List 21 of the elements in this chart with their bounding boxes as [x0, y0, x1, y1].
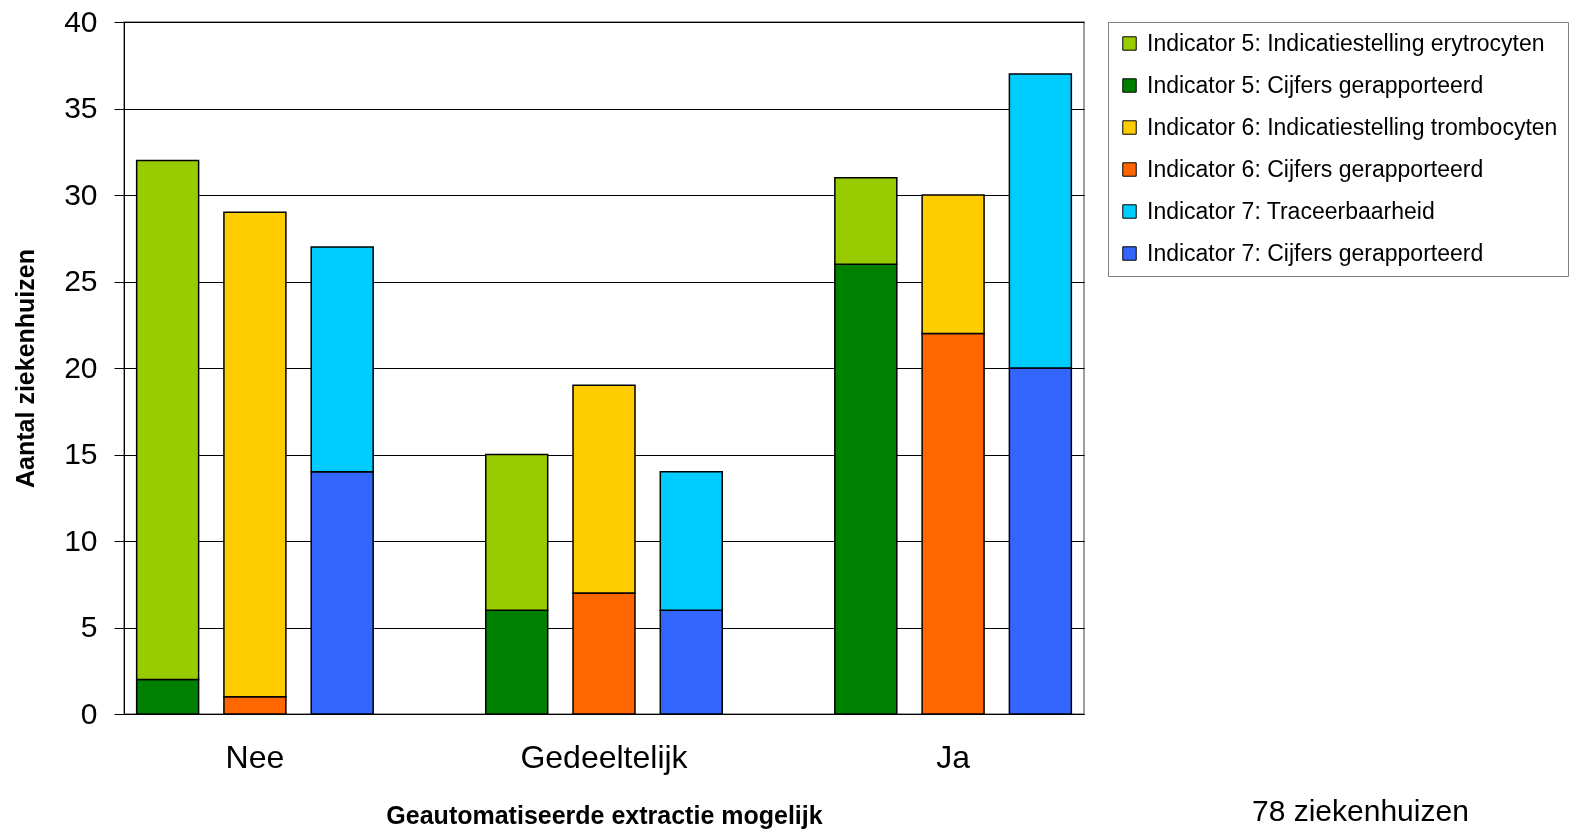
text: 78 ziekenhuizen: [1252, 794, 1469, 827]
y-axis-title: Aantal ziekenhuizen: [10, 249, 39, 488]
legend-label: Indicator 5: Cijfers gerapporteerd: [1147, 71, 1484, 98]
y-tick-label: 10: [64, 523, 98, 557]
y-tick-label: 25: [64, 264, 98, 297]
y-tick-label: 30: [64, 177, 98, 211]
y-tick-label: 5: [80, 610, 98, 643]
y-tick-label: 0: [80, 696, 98, 730]
x-axis-title: Geautomatiseerde extractie mogelijk: [386, 800, 823, 829]
legend-label: Indicator 7: Cijfers gerapporteerd: [1147, 239, 1484, 266]
y-tick-label: 20: [64, 350, 98, 384]
x-tick-label: Gedeeltelijk: [520, 738, 689, 775]
y-tick-label: 40: [64, 4, 98, 38]
y-tick-label: 15: [64, 437, 98, 470]
x-tick-label: Nee: [225, 738, 285, 775]
legend-label: Indicator 6: Cijfers gerapporteerd: [1147, 155, 1484, 182]
y-tick-label: 35: [64, 91, 98, 124]
x-tick-label: Ja: [936, 738, 971, 775]
legend-label: Indicator 7: Traceerbaarheid: [1147, 197, 1435, 224]
legend-label: Indicator 6: Indicatiestelling trombocyten: [1147, 113, 1558, 140]
legend-label: Indicator 5: Indicatiestelling erytrocyten: [1147, 29, 1545, 56]
